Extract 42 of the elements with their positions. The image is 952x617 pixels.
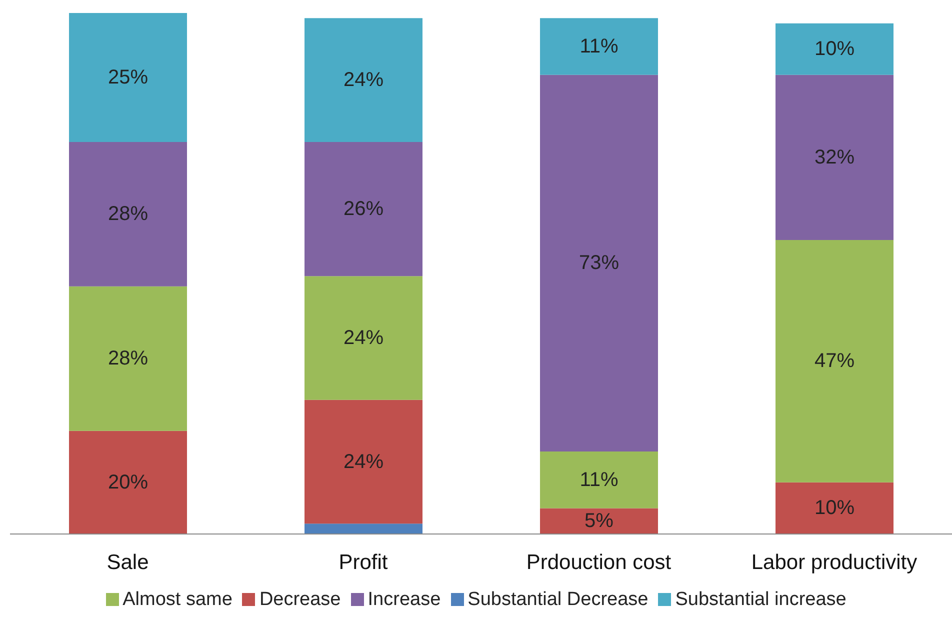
x-tick-label: Sale <box>106 550 149 574</box>
data-label: 11% <box>580 468 618 491</box>
bar <box>776 240 894 482</box>
data-label: 24% <box>343 326 384 349</box>
bar <box>69 286 187 431</box>
data-label: 10% <box>814 38 855 60</box>
data-label: 20% <box>108 471 148 494</box>
bar <box>540 451 658 508</box>
bar <box>776 23 894 75</box>
legend-label: Substantial increase <box>675 589 846 610</box>
legend-label: Increase <box>368 589 441 610</box>
data-label: 73% <box>578 252 620 274</box>
data-label: 26% <box>343 198 384 220</box>
bar <box>776 482 894 534</box>
data-label: 28% <box>108 203 148 226</box>
x-tick-label: Labor productivity <box>751 550 918 574</box>
x-tick-label: Profit <box>338 550 388 574</box>
x-tick-label: Prdouction cost <box>526 550 672 574</box>
data-label: 11% <box>580 36 618 58</box>
legend-label: Almost same <box>122 589 232 610</box>
bar <box>540 508 658 534</box>
bar <box>540 18 658 75</box>
legend-label: Substantial Decrease <box>468 589 648 610</box>
data-label: 32% <box>814 146 855 168</box>
data-label: 28% <box>108 348 148 370</box>
bar <box>69 430 187 534</box>
bar <box>304 18 422 142</box>
data-label: 5% <box>584 510 614 532</box>
bar <box>540 74 658 452</box>
bar <box>304 276 422 400</box>
bar <box>69 13 187 142</box>
bar <box>304 142 422 276</box>
data-label: 24% <box>343 69 384 92</box>
data-label: 10% <box>814 497 855 520</box>
bar <box>69 142 187 286</box>
bar <box>776 74 894 240</box>
data-label: 47% <box>814 350 855 372</box>
bar <box>304 400 422 524</box>
bar <box>304 524 422 534</box>
data-label: 24% <box>343 450 384 473</box>
data-label: 25% <box>108 66 148 88</box>
legend-label: Decrease <box>259 589 341 610</box>
